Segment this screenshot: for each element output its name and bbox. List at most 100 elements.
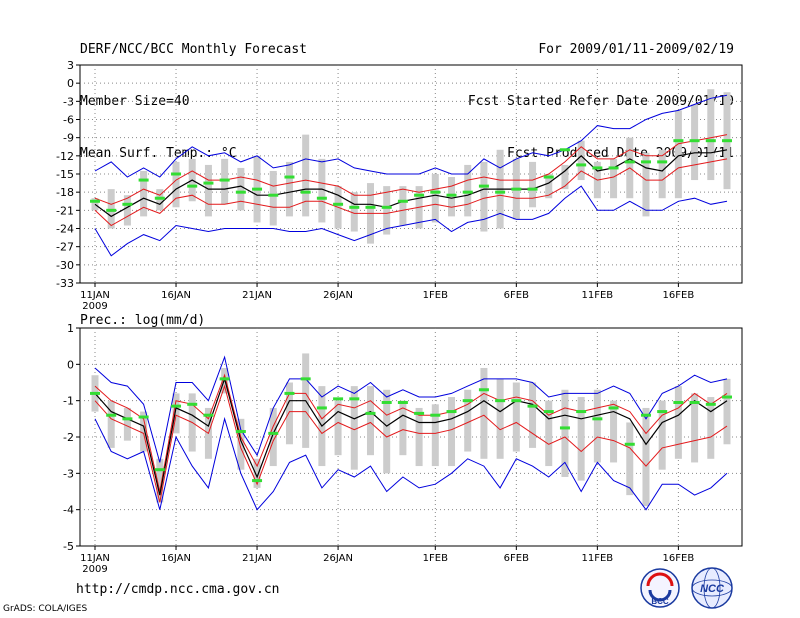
ensemble-box	[399, 400, 407, 456]
observed-marker	[722, 139, 732, 143]
observed-marker	[592, 166, 603, 170]
observed-marker	[284, 391, 295, 395]
x-tick-label: 21JAN	[242, 290, 272, 301]
ensemble-box	[610, 158, 618, 199]
observed-marker	[90, 391, 100, 395]
ensemble-box	[253, 458, 261, 488]
observed-marker	[673, 139, 684, 143]
observed-marker	[154, 196, 165, 200]
observed-marker	[268, 193, 279, 197]
y-tick-label: 0	[67, 358, 74, 371]
x-tick-year: 2009	[82, 301, 107, 312]
observed-marker	[608, 406, 619, 410]
observed-marker	[252, 479, 263, 483]
ensemble-box	[431, 174, 439, 223]
x-tick-label: 16JAN	[161, 553, 191, 564]
observed-marker	[527, 187, 538, 191]
ensemble-box	[123, 195, 131, 226]
ensemble-box	[383, 389, 391, 474]
observed-marker	[333, 397, 344, 401]
ensemble-box	[448, 177, 456, 217]
observed-marker	[397, 400, 408, 404]
y-tick-label: -18	[56, 186, 74, 199]
source-url[interactable]: http://cmdp.ncc.cma.gov.cn	[76, 582, 280, 597]
y-tick-label: 1	[67, 322, 74, 335]
start-date: Fcst Started Refer Date 2009/01/10	[467, 94, 734, 109]
observed-marker	[414, 411, 425, 415]
observed-marker	[430, 190, 441, 194]
observed-marker	[235, 190, 246, 194]
observed-marker	[478, 184, 489, 188]
y-tick-label: 0	[67, 77, 74, 90]
ensemble-box	[107, 400, 115, 448]
series-line-max	[94, 355, 728, 463]
observed-marker	[543, 410, 554, 414]
ensemble-box	[302, 134, 310, 217]
series-line-min	[94, 416, 728, 511]
ensemble-box	[318, 158, 326, 223]
ensemble-box	[237, 418, 245, 470]
series-line-lower	[94, 384, 728, 503]
x-tick-label: 16JAN	[161, 290, 191, 301]
ensemble-box	[91, 198, 99, 211]
x-tick-year: 2009	[82, 564, 107, 575]
ensemble-box	[610, 400, 618, 463]
observed-marker	[138, 178, 149, 182]
ensemble-box	[561, 389, 569, 477]
ensemble-box	[626, 422, 634, 496]
y-tick-label: -5	[63, 540, 74, 553]
y-tick-label: -33	[56, 277, 74, 290]
series-line-min	[94, 185, 728, 257]
observed-marker	[252, 187, 263, 191]
x-tick-label: 11JAN	[80, 553, 110, 564]
x-tick-label: 11FEB	[582, 290, 614, 301]
x-tick-label: 16FEB	[663, 553, 695, 564]
ensemble-box	[642, 152, 650, 217]
y-tick-label: -9	[63, 132, 74, 145]
observed-marker	[381, 400, 392, 404]
observed-marker	[495, 399, 506, 403]
panel-title: Prec.: log(mm/d)	[80, 313, 205, 328]
ensemble-box	[577, 140, 585, 181]
ensemble-box	[480, 161, 488, 232]
y-tick-label: -1	[63, 395, 74, 408]
observed-marker	[722, 395, 732, 399]
ensemble-box	[383, 186, 391, 235]
ensemble-box	[221, 158, 229, 205]
ensemble-box	[464, 164, 472, 217]
ensemble-box	[480, 367, 488, 459]
ensemble-box	[642, 407, 650, 507]
ensemble-box	[123, 407, 131, 441]
observed-marker	[673, 400, 684, 404]
ensemble-box	[723, 378, 731, 445]
ensemble-box	[285, 382, 293, 445]
ensemble-box	[512, 382, 520, 452]
observed-marker	[203, 413, 214, 417]
observed-marker	[657, 160, 668, 164]
ensemble-box	[691, 104, 699, 181]
ensemble-box	[415, 407, 423, 467]
series-line-upper	[94, 134, 728, 205]
observed-marker	[511, 187, 522, 191]
ensemble-box	[285, 161, 293, 217]
observed-marker	[154, 468, 165, 472]
ensemble-box	[350, 386, 358, 470]
observed-marker	[300, 377, 311, 381]
ensemble-box	[674, 386, 682, 459]
y-tick-label: 3	[67, 59, 74, 72]
observed-marker	[576, 163, 587, 167]
observed-marker	[349, 205, 360, 209]
series-line-mean	[94, 149, 728, 218]
ensemble-box	[658, 400, 666, 470]
observed-marker	[462, 399, 473, 403]
observed-marker	[300, 190, 311, 194]
ensemble-box	[561, 164, 569, 190]
series-line-upper	[94, 373, 728, 492]
observed-marker	[559, 148, 570, 152]
ensemble-box	[237, 167, 245, 211]
observed-marker	[705, 139, 716, 143]
observed-marker	[446, 193, 457, 197]
x-tick-label: 1FEB	[423, 290, 448, 301]
series-line-lower	[94, 158, 728, 227]
